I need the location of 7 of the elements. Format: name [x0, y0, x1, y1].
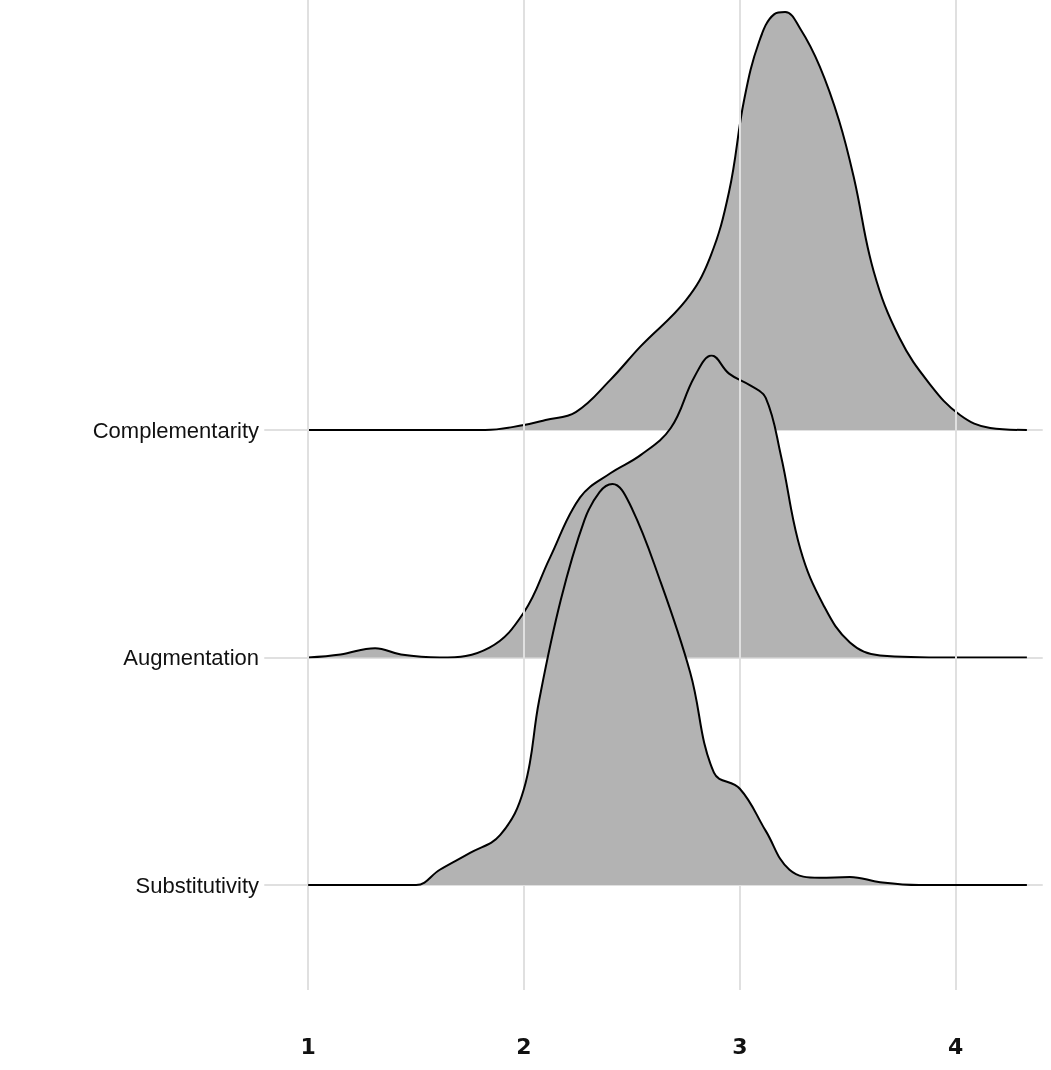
- text: Augmentation: [123, 645, 259, 670]
- x-tick-label: 3: [732, 1033, 748, 1059]
- text: Complementarity: [92, 417, 259, 443]
- x-tick-label: 2: [516, 1033, 532, 1059]
- x-tick-label: 1: [300, 1033, 316, 1059]
- x-tick-label: 4: [948, 1033, 964, 1059]
- text: Substitutivity: [135, 872, 259, 898]
